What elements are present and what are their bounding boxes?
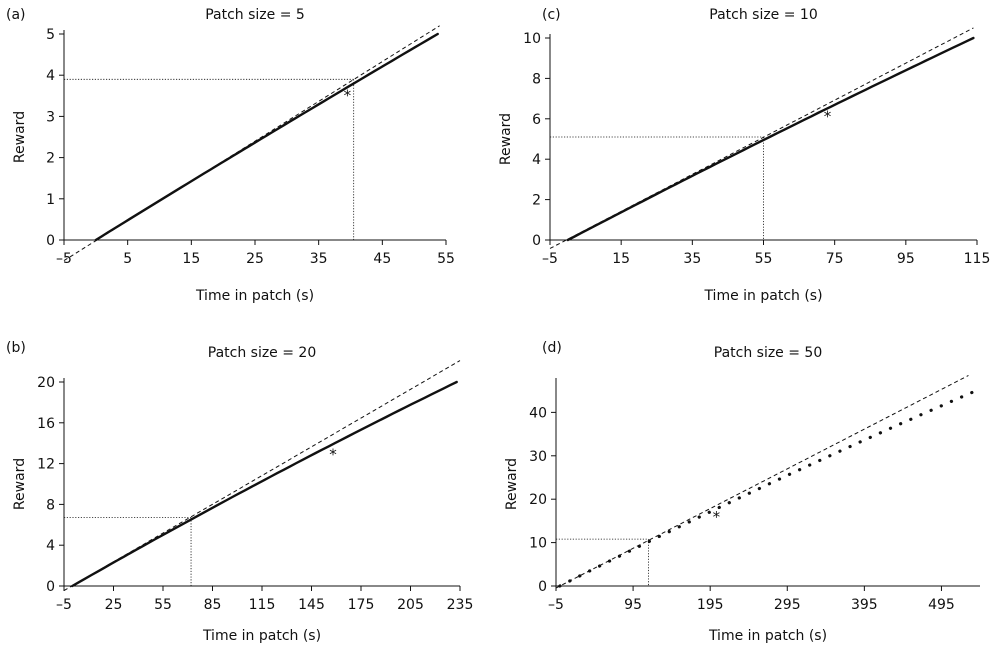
y-tick-label: 4 [46,68,55,84]
x-tick-label: 395 [851,597,878,613]
y-tick-label: 8 [46,497,55,513]
y-tick-label: 16 [37,416,55,432]
chart-panel-4: (d) Patch size = 50 –5 95 195 295 395 495 0 10 20 3… [504,340,980,644]
chart-panel-3: (b) Patch size = 20 –5 25 55 85 115 145 175 205 23… [6,340,473,644]
y-tick-label: 0 [46,233,55,249]
y-tick-label: 12 [37,457,55,473]
x-tick-label: 15 [182,251,200,267]
y-tick-label: 2 [46,151,55,167]
x-tick-label: 35 [683,251,701,267]
y-tick-label: 10 [529,536,547,552]
asterisk-marker: * [329,445,337,463]
chart-title: Patch size = 50 [714,345,823,361]
x-tick-label: –5 [542,251,558,267]
x-axis-title: Time in patch (s) [703,288,822,304]
x-tick-label: 175 [348,597,375,613]
x-tick-label: 115 [249,597,276,613]
y-tick-label: 10 [523,31,541,47]
x-tick-label: 5 [123,251,132,267]
y-tick-label: 20 [529,492,547,508]
x-axis-title: Time in patch (s) [708,628,827,644]
y-tick-label: 0 [538,579,547,595]
asterisk-marker: * [344,87,352,105]
x-tick-label: 95 [624,597,642,613]
y-tick-label: 40 [529,405,547,421]
x-tick-label: 85 [204,597,222,613]
x-tick-label: 55 [154,597,172,613]
y-tick-label: 0 [46,579,55,595]
x-tick-label: 35 [310,251,328,267]
x-tick-label: 55 [437,251,455,267]
chart-title: Patch size = 5 [205,7,305,23]
x-tick-label: 95 [897,251,915,267]
gain-curve [94,32,439,242]
tangent-line [63,360,461,592]
asterisk-marker: * [713,508,721,526]
y-tick-label: 4 [532,152,541,168]
y-tick-label: 2 [532,193,541,209]
y-axis-title: Reward [498,113,514,165]
panel-label: (b) [6,340,26,356]
y-tick-label: 1 [46,192,55,208]
y-tick-label: 0 [532,233,541,249]
chart-title: Patch size = 10 [709,7,818,23]
x-tick-label: 45 [373,251,391,267]
x-tick-label: 495 [928,597,955,613]
asterisk-marker: * [824,108,832,126]
gain-curve [558,389,978,588]
x-tick-label: 295 [774,597,801,613]
x-tick-label: –5 [56,597,72,613]
x-tick-label: 205 [397,597,424,613]
panel-label: (a) [6,7,26,23]
y-axis-title: Reward [12,111,28,163]
x-tick-label: 55 [755,251,773,267]
x-tick-label: 115 [964,251,991,267]
panel-label: (d) [542,340,562,356]
chart-title: Patch size = 20 [208,345,317,361]
x-tick-label: 235 [447,597,474,613]
gain-curve [71,380,458,588]
x-tick-label: 15 [612,251,630,267]
y-tick-label: 8 [532,71,541,87]
y-tick-label: 3 [46,109,55,125]
y-tick-label: 30 [529,449,547,465]
panel-label: (c) [542,7,561,23]
chart-panel-1: (a) Patch size = 5–5 5 15 25 35 45 55012345Time… [6,7,455,304]
tangent-line [555,375,969,589]
x-axis-title: Time in patch (s) [195,288,314,304]
chart-panel-2: (c) Patch size = 10 –5 15 35 55 75 95 115 0 2 4 6 8 10… [498,7,990,304]
x-tick-label: 75 [826,251,844,267]
gain-curve [566,36,975,242]
x-axis-title: Time in patch (s) [202,628,321,644]
x-tick-label: –5 [56,251,72,267]
x-tick-label: 195 [697,597,724,613]
y-axis-title: Reward [12,458,28,510]
x-tick-label: 25 [246,251,264,267]
y-axis-title: Reward [504,458,520,510]
x-tick-label: –5 [548,597,564,613]
y-tick-label: 4 [46,538,55,554]
y-tick-label: 6 [532,112,541,128]
y-tick-label: 20 [37,375,55,391]
x-tick-label: 145 [298,597,325,613]
y-tick-label: 5 [46,27,55,43]
x-tick-label: 25 [105,597,123,613]
